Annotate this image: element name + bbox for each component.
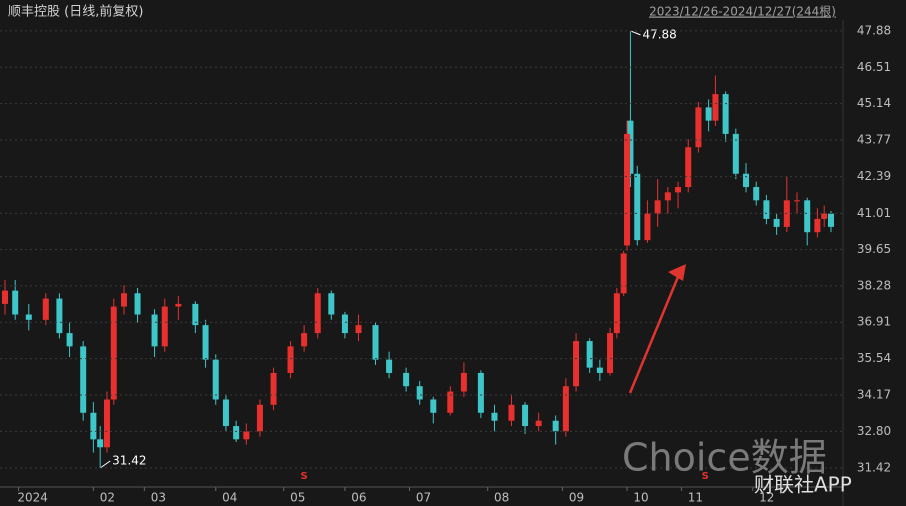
annotation-label: 31.42 [112, 454, 146, 468]
event-marker: S [301, 471, 308, 482]
y-tick-label: 45.14 [857, 96, 891, 110]
y-tick-label: 31.42 [857, 461, 891, 475]
y-tick-label: 42.39 [857, 169, 891, 183]
chart-title: 顺丰控股 (日线,前复权) [8, 4, 143, 20]
date-range: 2023/12/26-2024/12/27(244根) [649, 5, 836, 19]
x-tick-label: 10 [633, 491, 648, 505]
y-tick-label: 46.51 [857, 60, 891, 74]
trend-arrow [628, 271, 682, 394]
annotation-label: 47.88 [642, 27, 676, 41]
x-tick-label: 09 [569, 491, 584, 505]
x-tick-label: 04 [222, 491, 237, 505]
x-tick-label: 07 [416, 491, 431, 505]
x-tick-label: 05 [290, 491, 305, 505]
y-tick-label: 35.54 [857, 351, 891, 365]
x-tick-label: 11 [688, 491, 703, 505]
trend-arrow-head [668, 264, 686, 281]
y-tick-label: 43.77 [857, 133, 891, 147]
y-tick-label: 38.28 [857, 278, 891, 292]
event-marker: S [702, 471, 709, 482]
watermark: 财联社APP [754, 473, 852, 497]
x-tick-label: 12 [759, 491, 774, 505]
y-tick-label: 39.65 [857, 242, 891, 256]
annotation-leader [630, 30, 641, 36]
x-tick-label: 06 [351, 491, 366, 505]
watermark: Choice数据 [622, 436, 827, 480]
y-tick-label: 47.88 [857, 23, 891, 37]
y-tick-label: 34.17 [857, 387, 891, 401]
y-tick-label: 36.91 [857, 315, 891, 329]
x-tick-label: 03 [151, 491, 166, 505]
y-tick-label: 41.01 [857, 206, 891, 220]
x-tick-label: 2024 [17, 491, 48, 505]
x-tick-label: 08 [494, 491, 509, 505]
x-tick-label: 02 [100, 491, 115, 505]
y-tick-label: 32.80 [857, 424, 891, 438]
annotation-leader [99, 460, 111, 469]
